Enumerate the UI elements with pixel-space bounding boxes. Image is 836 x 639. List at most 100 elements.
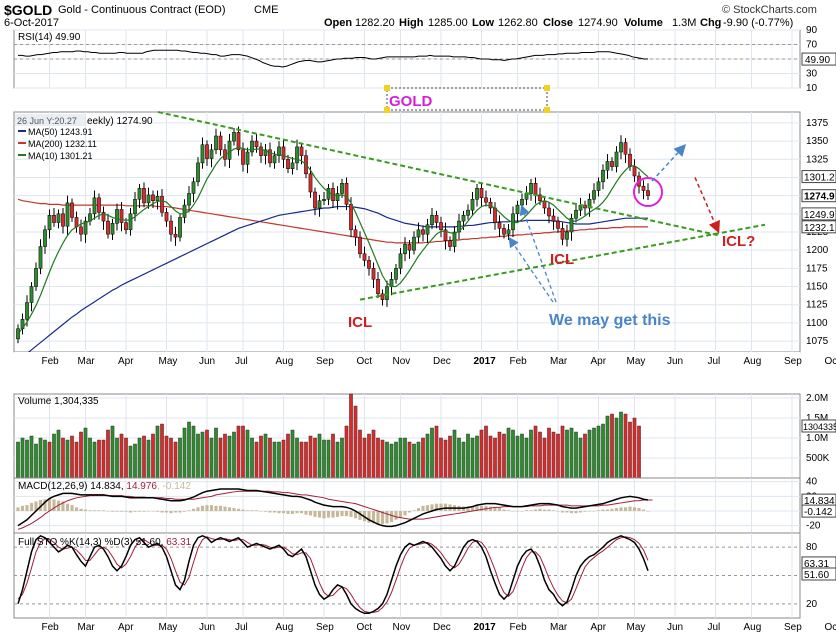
close-label: Close — [543, 17, 573, 29]
volume-bar — [196, 433, 200, 479]
candle-body — [466, 209, 470, 216]
macd-hist-bar — [277, 511, 281, 514]
candle-body — [358, 236, 362, 255]
candle-body — [322, 199, 326, 201]
volume-bar — [502, 433, 506, 479]
macd-hist-bar — [601, 509, 605, 511]
macd-hist-bar — [299, 511, 304, 514]
candle-body — [623, 142, 628, 155]
candle-body — [61, 213, 65, 227]
candle-body — [448, 240, 452, 247]
volume-bar — [191, 425, 196, 479]
macd-hist-bar — [38, 500, 43, 511]
candle-body — [52, 215, 56, 223]
price-tag — [801, 189, 836, 203]
macd-hist-bar — [124, 511, 128, 512]
rsi-legend: RSI(14) 49.90 — [18, 32, 81, 43]
volume-bar — [286, 433, 290, 479]
candle-body — [344, 183, 349, 205]
sto-tag — [801, 567, 836, 581]
sto-tick: 80 — [806, 542, 818, 553]
candle-body — [380, 293, 385, 300]
macd-hist-bar — [236, 508, 241, 511]
candle-body — [313, 191, 317, 209]
candle-body — [646, 190, 650, 196]
volume-bar — [515, 435, 520, 479]
candle-body — [290, 162, 295, 169]
candle-body — [439, 222, 443, 231]
volume-bar — [250, 437, 254, 479]
candle-body — [497, 222, 502, 229]
volume-bar — [232, 431, 236, 479]
candle-body — [286, 159, 290, 169]
macd-hist-bar — [286, 511, 290, 514]
candle-body — [137, 188, 142, 200]
volume-bar — [362, 437, 367, 479]
volume-bar — [70, 435, 74, 479]
candle-body — [407, 244, 412, 251]
volume-bar — [160, 423, 164, 479]
candle-body — [115, 209, 119, 224]
macd-hist-bar — [533, 509, 538, 511]
price-x-label: 2017 — [474, 356, 497, 367]
volume-bar — [430, 427, 434, 479]
price-tick: 1200 — [806, 245, 829, 256]
macd-hist-bar — [101, 510, 106, 511]
candle-body — [610, 161, 614, 167]
candle-body — [160, 196, 164, 213]
candle-body — [619, 142, 623, 153]
volume-bar — [263, 433, 268, 479]
instrument-name: Gold - Continuous Contract (EOD) — [58, 4, 226, 16]
macd-hist-bar — [578, 511, 583, 513]
price-x-label: Jul — [235, 356, 248, 367]
volume-bar — [245, 429, 250, 479]
macd-legend-hist: , -0.142 — [157, 481, 191, 492]
macd-hist-bar — [313, 511, 317, 517]
volume-bar — [394, 441, 398, 479]
volume-bar — [277, 441, 281, 479]
volume-bar — [542, 437, 547, 479]
candle-body — [70, 202, 74, 218]
volume-tick: 1.0M — [806, 433, 828, 444]
volume-bar — [461, 441, 466, 479]
volume-bar — [371, 429, 376, 479]
macd-hist-bar — [614, 508, 619, 511]
brand-watermark: © StockCharts.com — [722, 4, 817, 16]
macd-hist-bar — [151, 511, 155, 512]
candle-body — [484, 197, 488, 203]
gold-annotation: GOLD — [389, 93, 432, 110]
volume-bar — [182, 427, 187, 479]
candle-body — [398, 253, 403, 269]
price-x-label: Apr — [118, 356, 134, 367]
volume-bar — [34, 443, 38, 479]
macd-hist-bar — [304, 511, 308, 515]
volume-tick: 1.5M — [806, 413, 828, 424]
candle-body — [452, 231, 457, 247]
macd-tick: -20 — [806, 521, 821, 532]
sto-d-line — [17, 536, 649, 613]
volume-bar — [560, 425, 565, 479]
macd-hist-bar — [497, 508, 502, 511]
candle-body — [205, 144, 209, 159]
macd-hist-bar — [358, 511, 362, 520]
volume-bar — [83, 427, 88, 479]
macd-hist-bar — [110, 511, 115, 512]
volume-bar — [169, 437, 173, 479]
macd-hist-bar — [632, 507, 637, 511]
price-tick: 1175 — [806, 263, 828, 274]
price-legend-title: eekly) 1274.90 — [87, 116, 153, 127]
candle-body — [520, 199, 524, 206]
volume-bar — [583, 433, 587, 479]
macd-hist-bar — [587, 511, 592, 512]
macd-hist-bar — [326, 511, 331, 518]
x-axis-band — [14, 352, 800, 394]
volume-bar — [605, 415, 610, 479]
candle-body — [425, 224, 430, 235]
macd-hist-bar — [223, 506, 227, 511]
we-may-get-this-label: We may get this — [549, 312, 671, 329]
macd-hist-bar — [56, 500, 61, 511]
candle-body — [430, 215, 434, 225]
ma-legend-label: MA(50) 1243.91 — [28, 127, 93, 137]
candle-body — [79, 226, 83, 235]
volume-bar — [79, 431, 83, 479]
